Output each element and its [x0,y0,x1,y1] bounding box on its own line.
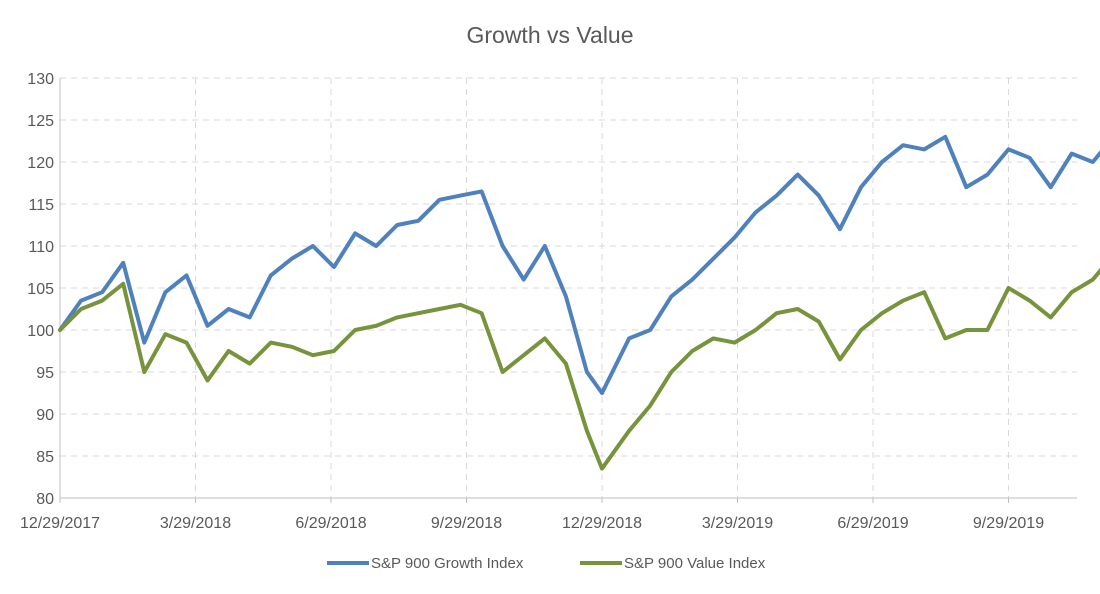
y-tick-label: 100 [27,323,54,340]
x-tick-label: 6/29/2019 [837,515,908,532]
y-tick-label: 115 [28,197,54,214]
y-tick-label: 110 [28,239,54,256]
x-tick-label: 9/29/2018 [431,515,502,532]
chart-title: Growth vs Value [466,22,633,48]
legend-label: S&P 900 Growth Index [371,555,524,572]
x-tick-label: 12/29/2017 [20,515,100,532]
y-tick-label: 105 [27,281,54,298]
y-tick-label: 85 [36,449,54,466]
legend: S&P 900 Growth Index S&P 900 Value Index [327,555,766,572]
legend-label: S&P 900 Value Index [624,555,766,572]
growth-index-line [58,134,1100,395]
x-tick-label: 12/29/2018 [562,515,642,532]
x-tick-label: 9/29/2019 [973,515,1044,532]
y-tick-label: 90 [36,407,54,424]
y-tick-label: 130 [27,71,54,88]
x-tick-label: 6/29/2018 [295,515,366,532]
x-tick-label: 3/29/2018 [160,515,231,532]
gridlines [60,77,1077,498]
y-tick-label: 95 [36,365,54,382]
value-index-line [58,267,1100,471]
x-tick-label: 3/29/2019 [702,515,773,532]
y-tick-label: 120 [27,155,54,172]
axes: 80 85 90 95 100 105 110 115 120 125 130 12/29/2017 3… [20,71,1077,532]
y-tick-label: 80 [36,491,54,508]
series-lines [58,134,1100,471]
y-tick-label: 125 [27,113,54,130]
